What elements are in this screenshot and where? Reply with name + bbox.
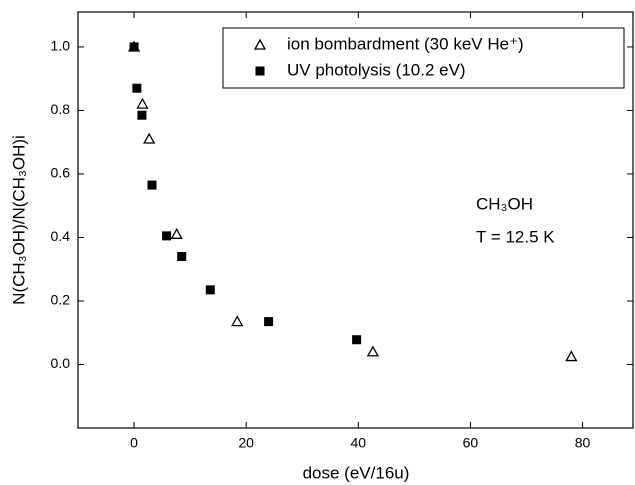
marker — [170, 227, 183, 239]
x-axis-label: dose (eV/16u) — [303, 463, 410, 482]
annotation: T = 12.5 K — [476, 227, 555, 246]
x-tick-label: 80 — [575, 435, 591, 451]
marker — [137, 110, 147, 120]
annotation: CH₃OH — [476, 194, 533, 213]
marker — [352, 335, 362, 345]
legend-label: UV photolysis (10.2 eV) — [287, 60, 466, 79]
x-tick-label: 60 — [463, 435, 479, 451]
y-tick-label: 0.6 — [51, 165, 71, 181]
y-tick-label: 0.2 — [51, 292, 71, 308]
y-axis-label: N(CH₃OH)/N(CH₃OH)i — [9, 135, 28, 305]
marker — [205, 285, 215, 295]
y-tick-label: 0.8 — [51, 101, 71, 117]
y-tick-label: 0.0 — [51, 355, 71, 371]
legend-box — [222, 27, 625, 89]
marker — [136, 97, 149, 109]
x-tick-label: 20 — [238, 435, 254, 451]
marker — [147, 180, 157, 190]
marker — [143, 132, 156, 144]
y-tick-label: 0.4 — [51, 228, 71, 244]
marker — [129, 42, 139, 52]
marker — [255, 66, 265, 76]
marker — [162, 231, 172, 241]
x-tick-label: 40 — [351, 435, 367, 451]
legend-label: ion bombardment (30 keV He⁺) — [287, 34, 524, 53]
plot-frame — [77, 11, 634, 429]
marker — [253, 38, 267, 50]
marker — [231, 315, 244, 327]
marker — [132, 83, 142, 93]
marker — [177, 252, 187, 262]
marker — [264, 317, 274, 327]
marker — [366, 345, 379, 357]
x-tick-label: 0 — [130, 435, 138, 451]
y-tick-label: 1.0 — [51, 38, 71, 54]
marker — [565, 350, 578, 362]
